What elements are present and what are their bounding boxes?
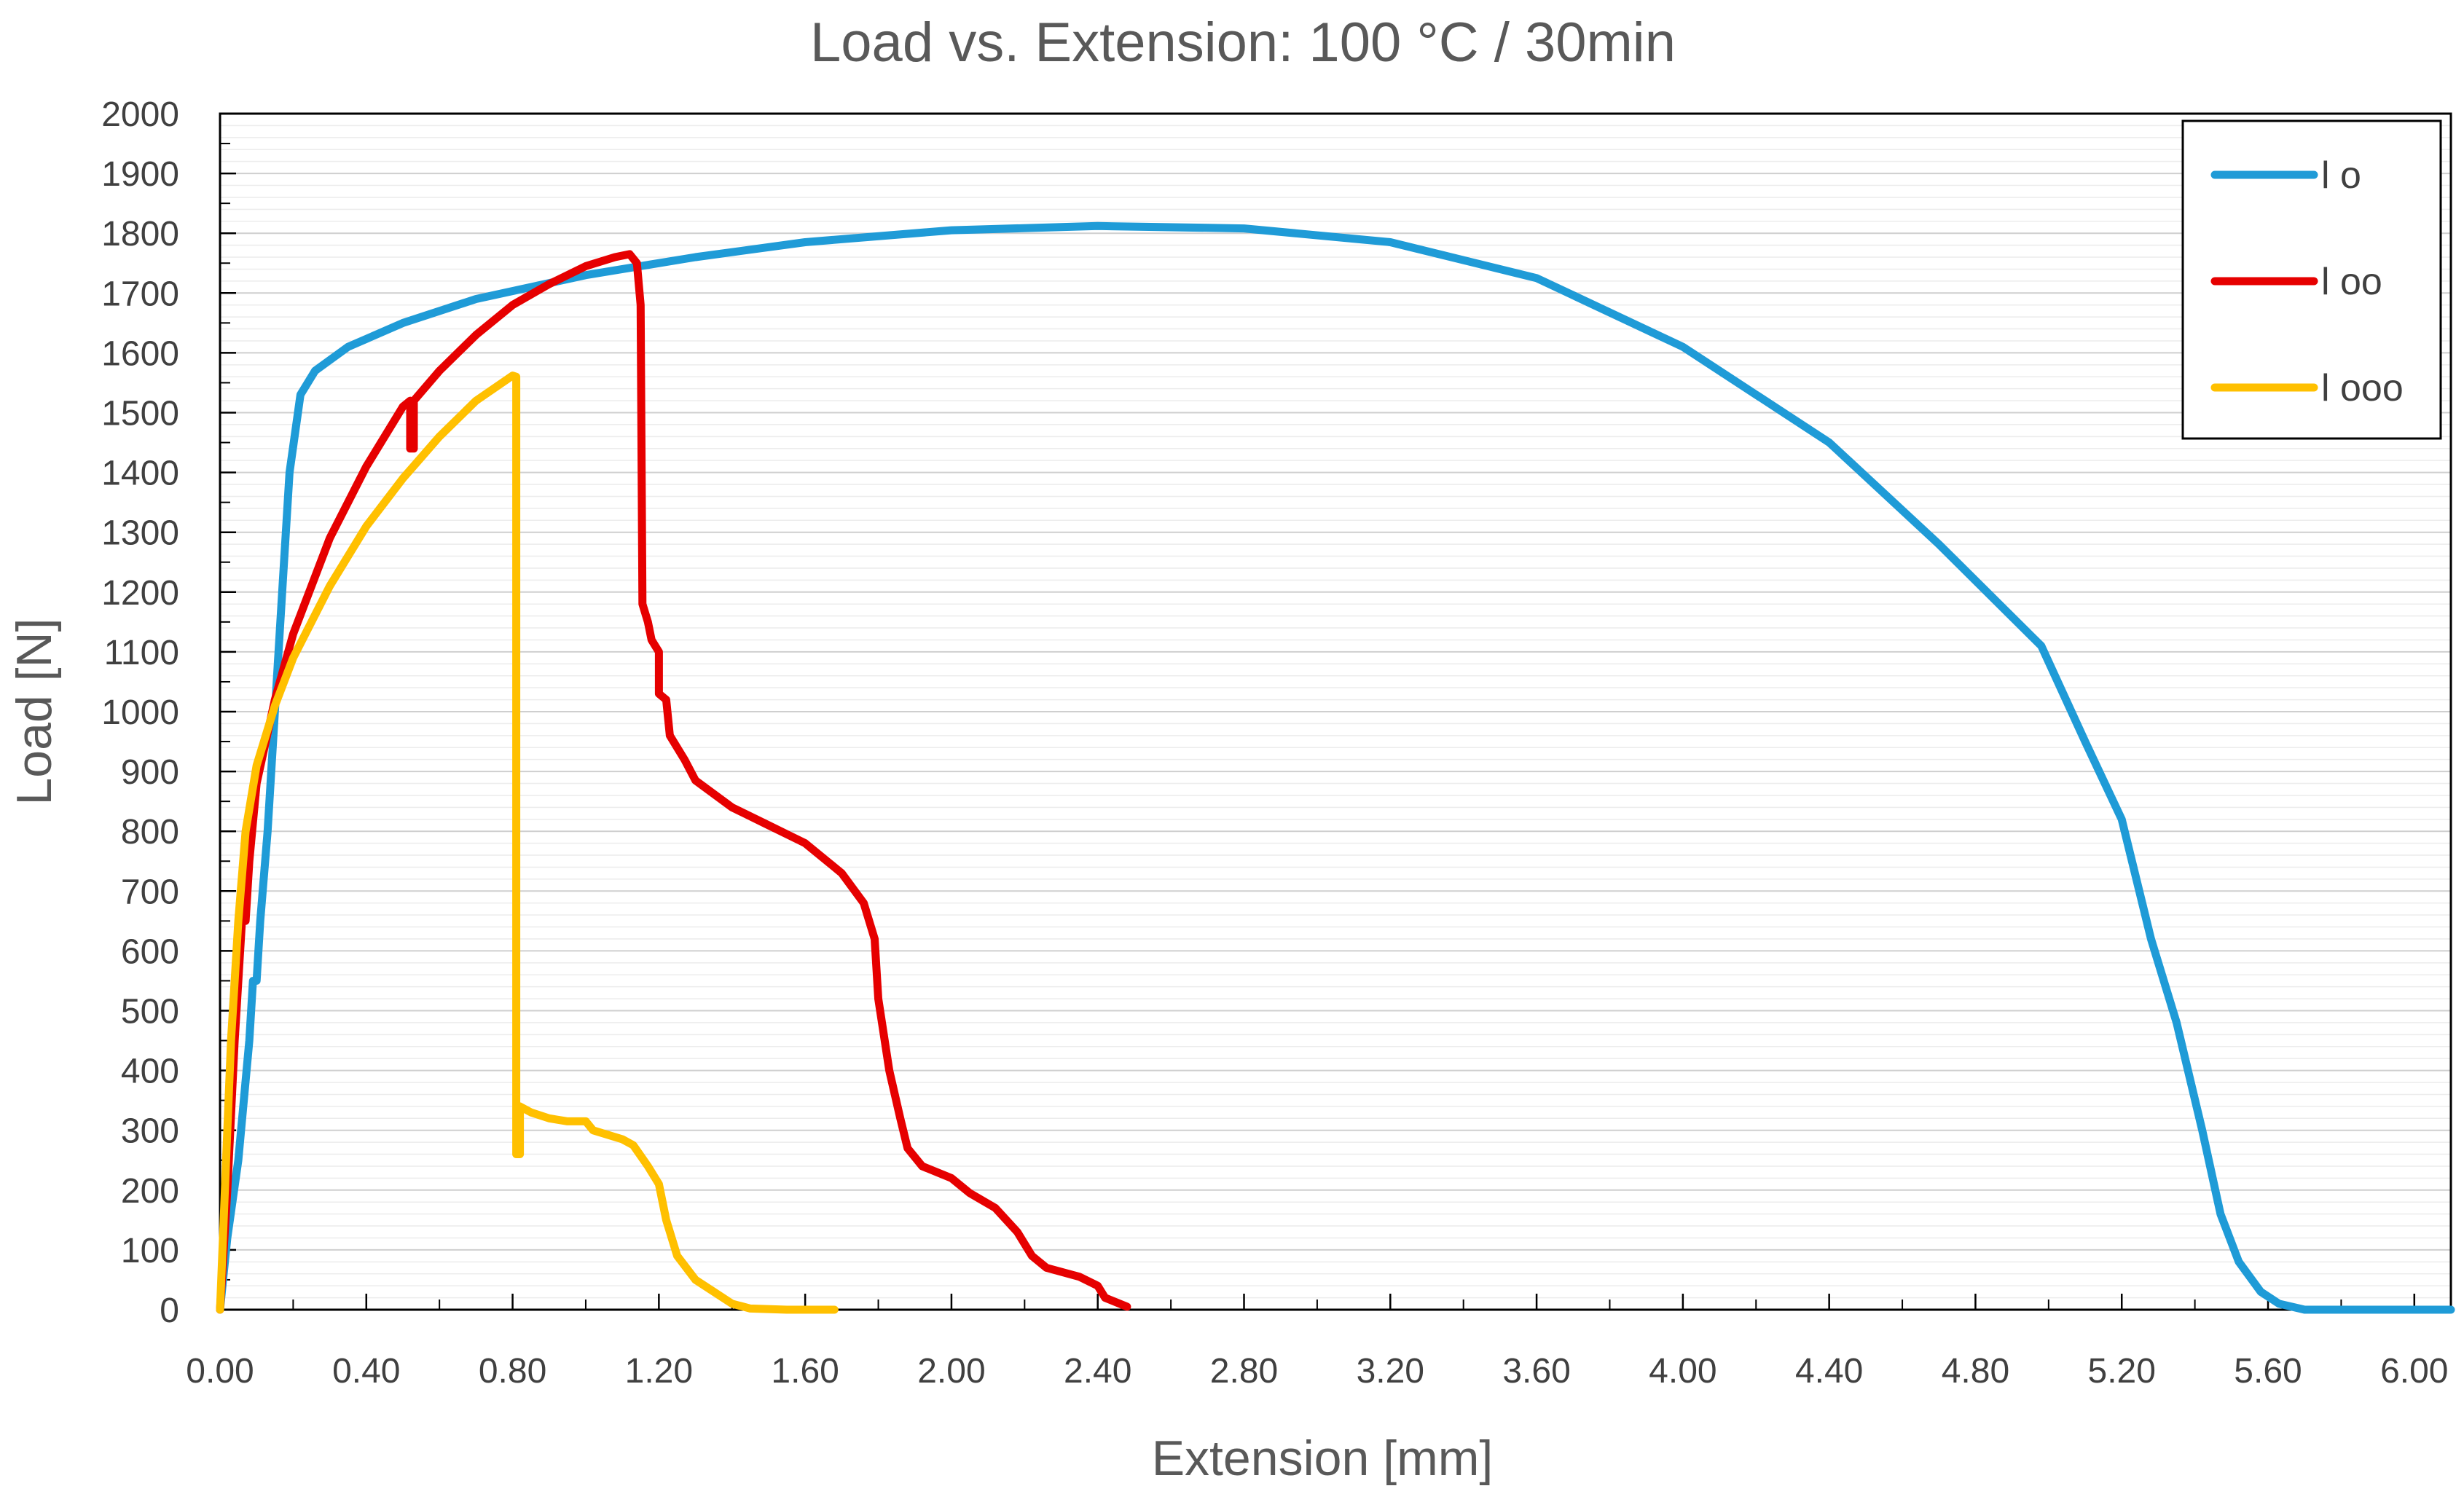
x-tick-label: 6.00: [2380, 1352, 2448, 1391]
y-tick-label: 0: [160, 1291, 179, 1330]
series-line-l-o: [216, 221, 2455, 1314]
y-tick-label: 300: [121, 1112, 179, 1151]
y-tick-label: 1100: [104, 634, 179, 672]
y-tick-label: 1900: [101, 155, 179, 194]
y-tick-label: 700: [121, 873, 179, 911]
y-tick-label: 1700: [101, 275, 179, 313]
y-tick-label: 1300: [101, 514, 179, 553]
series-line-l-oo: [216, 250, 1131, 1314]
legend-label: l o: [2321, 154, 2361, 197]
series-lines: [216, 221, 2455, 1314]
x-tick-label: 4.00: [1649, 1352, 1716, 1391]
y-tick-label: 900: [121, 753, 179, 792]
y-axis-title: Load [N]: [7, 618, 62, 805]
y-tick-label: 1000: [101, 693, 179, 732]
x-tick-label: 2.00: [917, 1352, 985, 1391]
y-tick-label: 1800: [101, 215, 179, 253]
chart-title: Load vs. Extension: 100 °C / 30min: [810, 12, 1676, 74]
y-tick-label: 400: [121, 1053, 179, 1091]
legend-label: l ooo: [2321, 367, 2404, 409]
y-tick-label: 200: [121, 1172, 179, 1211]
y-tick-label: 100: [121, 1232, 179, 1270]
x-tick-label: 4.40: [1795, 1352, 1863, 1391]
minor-ticks: [220, 143, 2342, 1310]
x-tick-label: 5.20: [2088, 1352, 2156, 1391]
x-tick-label: 3.60: [1502, 1352, 1570, 1391]
x-axis-title: Extension [mm]: [1152, 1431, 1494, 1486]
y-tick-label: 800: [121, 813, 179, 852]
legend-label: l oo: [2321, 261, 2382, 303]
y-tick-label: 1400: [101, 455, 179, 493]
x-tick-label: 5.60: [2234, 1352, 2302, 1391]
x-axis-ticks: 0.00 0.40 0.80 1.20 1.60 2.00 2.40 2.80 3.20 3.60…: [186, 1294, 2449, 1391]
x-tick-label: 2.80: [1210, 1352, 1278, 1391]
y-tick-label: 500: [121, 993, 179, 1031]
x-tick-label: 0.40: [332, 1352, 400, 1391]
x-tick-label: 0.80: [479, 1352, 546, 1391]
y-tick-label: 2000: [101, 95, 179, 134]
x-tick-label: 1.60: [771, 1352, 839, 1391]
x-tick-label: 0.00: [186, 1352, 254, 1391]
x-tick-label: 1.20: [625, 1352, 693, 1391]
y-tick-label: 1600: [101, 334, 179, 373]
series-line-l-ooo: [216, 371, 839, 1314]
y-tick-label: 1200: [101, 574, 179, 613]
y-tick-label: 600: [121, 932, 179, 971]
x-tick-label: 2.40: [1064, 1352, 1131, 1391]
grid-lines: [220, 125, 2451, 1299]
x-tick-label: 3.20: [1357, 1352, 1424, 1391]
x-tick-label: 4.80: [1942, 1352, 2009, 1391]
y-tick-label: 1500: [101, 395, 179, 433]
y-axis-ticks: 0 100 200 300 400 500 600 700 800 900 1000 1100 1200…: [101, 95, 236, 1330]
legend: l o l oo l ooo: [2181, 119, 2442, 440]
